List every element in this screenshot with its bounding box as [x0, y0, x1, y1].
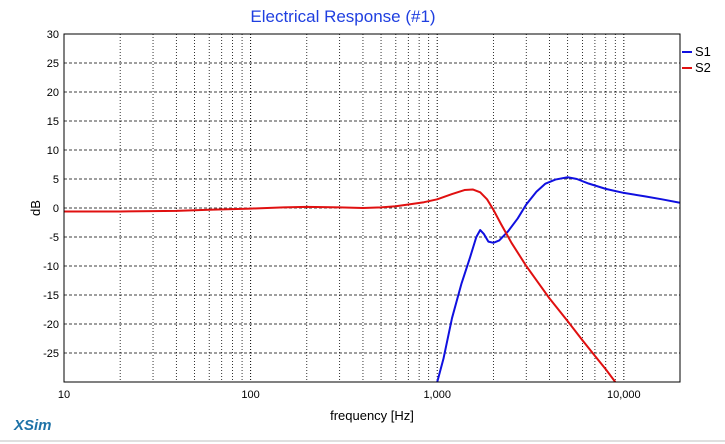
series-layer	[64, 176, 680, 382]
y-tick-label: 25	[47, 58, 59, 70]
xsim-brand-logo: XSim	[13, 417, 52, 434]
series-line-s1	[436, 176, 680, 382]
legend-label-s2: S2	[695, 60, 711, 75]
chart-title: Electrical Response (#1)	[250, 7, 435, 26]
legend-label-s1: S1	[695, 44, 711, 59]
y-tick-label: 15	[47, 116, 59, 128]
x-tick-label: 1,000	[423, 389, 451, 401]
y-tick-label: 5	[53, 174, 59, 186]
y-tick-labels: 30 25 20 15 10 5 0 -5 -10 -15 -20 -25	[43, 29, 59, 360]
y-tick-label: -25	[43, 348, 59, 360]
y-axis-label: dB	[28, 200, 43, 216]
y-tick-label: -20	[43, 319, 59, 331]
series-line-s2	[64, 188, 617, 382]
y-tick-label: -10	[43, 261, 59, 273]
y-tick-label: 20	[47, 87, 59, 99]
plot-frame	[63, 33, 681, 383]
y-tick-label: -5	[49, 232, 59, 244]
y-tick-label: -15	[43, 290, 59, 302]
x-tick-labels: 10 100 1,000 10,000	[58, 389, 641, 401]
x-tick-label: 100	[241, 389, 259, 401]
y-tick-label: 0	[53, 203, 59, 215]
y-tick-label: 10	[47, 145, 59, 157]
x-tick-label: 10	[58, 389, 70, 401]
x-tick-label: 10,000	[607, 389, 641, 401]
y-tick-label: 30	[47, 29, 59, 41]
x-axis-label: frequency [Hz]	[330, 408, 414, 423]
